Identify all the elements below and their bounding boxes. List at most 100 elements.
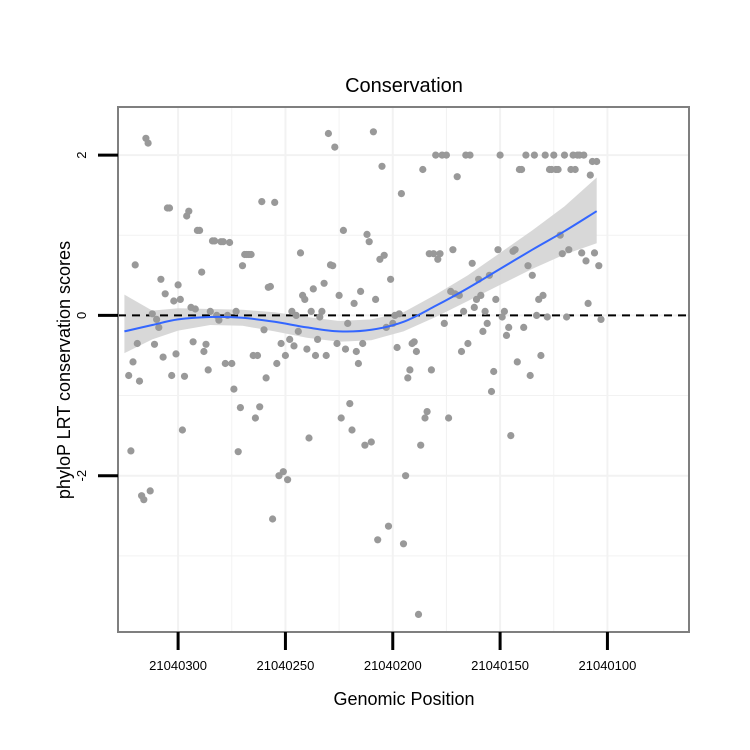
data-point [161,290,169,298]
data-point [580,151,588,159]
data-point [140,496,148,504]
data-point [271,198,279,206]
data-point [397,190,405,198]
data-point [423,408,431,416]
data-point [582,257,590,265]
data-point [565,246,573,254]
data-point [470,303,478,311]
data-point [436,250,444,258]
y-axis-title: phyloP LRT conservation scores [54,241,74,499]
points-layer [125,128,605,619]
data-point [468,259,476,267]
data-point [211,237,219,245]
data-point [292,311,300,319]
x-tick-label: 21040200 [364,658,422,673]
data-point [421,414,429,422]
data-point [477,291,485,299]
data-point [337,414,345,422]
y-tick-label: 0 [74,312,89,319]
data-point [363,230,371,238]
data-point [520,323,528,331]
data-point [311,351,320,360]
data-point [518,165,526,174]
data-point [367,438,375,446]
data-point [427,366,435,374]
data-point [125,371,133,380]
data-point [333,339,341,348]
data-point [133,339,141,348]
data-point [352,347,360,356]
x-tick-label: 21040150 [471,658,529,673]
data-point [341,345,350,353]
data-point [464,339,472,348]
data-point [127,447,135,455]
data-point [434,255,442,263]
data-point [500,307,508,315]
panel-border [117,106,690,633]
data-point [359,339,367,348]
data-point [155,323,163,331]
data-point [369,128,377,136]
y-axis: -2 0 2 [74,151,118,481]
data-point [234,448,242,456]
data-point [273,359,281,368]
data-point [554,165,562,174]
data-point [530,151,539,159]
data-point [131,261,139,269]
data-point [412,347,420,356]
data-point [432,151,440,159]
data-point [483,319,491,327]
data-point [498,313,506,321]
data-point [365,238,373,246]
data-point [146,487,154,495]
data-point [502,331,511,339]
data-point [144,139,152,147]
data-point [522,151,530,159]
data-point [294,327,302,335]
data-point [339,226,347,234]
data-point [393,343,401,352]
data-point [550,151,558,159]
data-point [445,414,453,422]
data-point [526,371,534,380]
data-point [180,372,189,380]
data-point [168,371,176,380]
data-point [320,279,328,287]
data-point [335,291,343,299]
y-tick-label: -2 [74,470,89,482]
data-point [537,351,545,360]
data-point [380,251,388,259]
data-point [419,165,427,174]
data-point [384,522,393,530]
data-point [129,358,137,366]
data-point [153,315,161,323]
data-point [348,426,356,434]
data-point [496,151,504,159]
data-point [344,319,352,327]
data-point [533,311,541,319]
data-point [440,319,448,327]
data-point [157,275,165,283]
x-tick-label: 21040300 [149,658,207,673]
data-point [219,238,227,246]
x-axis-title: Genomic Position [333,689,474,709]
y-tick-label: 2 [74,151,89,158]
data-point [399,540,408,548]
data-point [453,173,461,181]
data-point [481,307,489,315]
data-point [260,326,268,334]
data-point [296,249,305,257]
data-point [200,347,208,356]
data-point [284,476,292,484]
data-point [511,246,519,254]
data-point [543,313,551,321]
data-point [228,359,236,368]
data-point [290,342,298,350]
data-point [492,295,500,303]
data-point [191,305,199,313]
confidence-band [124,177,597,354]
data-point [318,307,326,315]
data-point [238,262,247,270]
